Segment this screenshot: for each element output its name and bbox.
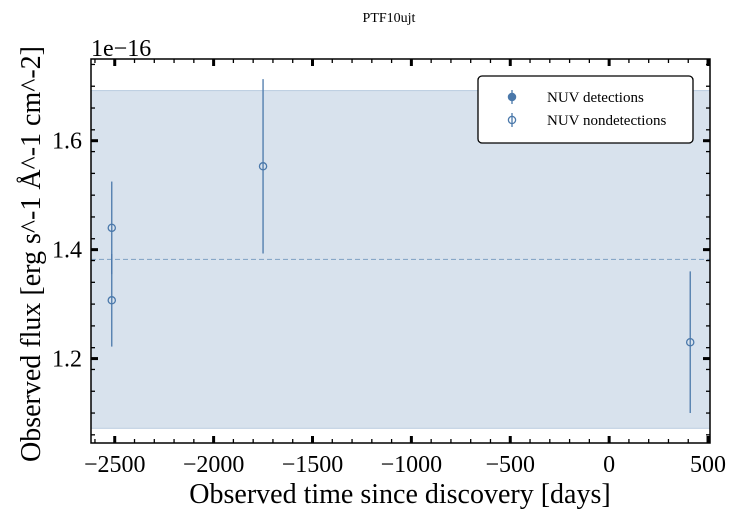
x-tick-label: −2500 [84, 452, 146, 478]
axes-frame [90, 58, 711, 444]
chart-title: PTF10ujt [363, 11, 416, 26]
y-axis-label: Observed flux [erg s^-1 Å^-1 cm^-2] [16, 46, 47, 462]
x-tick-label: 500 [690, 452, 726, 478]
legend-marker [507, 115, 517, 125]
y-tick-label: 1.4 [52, 238, 82, 264]
y-offset-label: 1e−16 [91, 36, 151, 62]
x-tick-label: −1500 [282, 452, 344, 478]
x-tick-label: 0 [603, 452, 615, 478]
x-axis-label: Observed time since discovery [days] [189, 479, 610, 510]
data-point [107, 296, 117, 305]
legend-entry-label: NUV nondetections [547, 113, 666, 129]
plot-area: −2500 −2000 −1500 −1000 −500 0 500 1.2 1.4 1.6 [52, 58, 726, 478]
data-point [685, 337, 695, 347]
legend-box [477, 75, 694, 144]
x-tick-label: −500 [485, 452, 535, 478]
x-tick-label: −2000 [183, 452, 245, 478]
legend-entry-label: NUV detections [547, 90, 644, 106]
legend: NUV detections NUV nondetections [477, 75, 694, 144]
x-tick-label: −1000 [381, 452, 443, 478]
y-tick-label: 1.6 [52, 129, 82, 155]
legend-marker [507, 92, 517, 102]
data-point [107, 223, 117, 233]
y-tick-label: 1.2 [52, 347, 82, 373]
data-point [258, 162, 268, 171]
